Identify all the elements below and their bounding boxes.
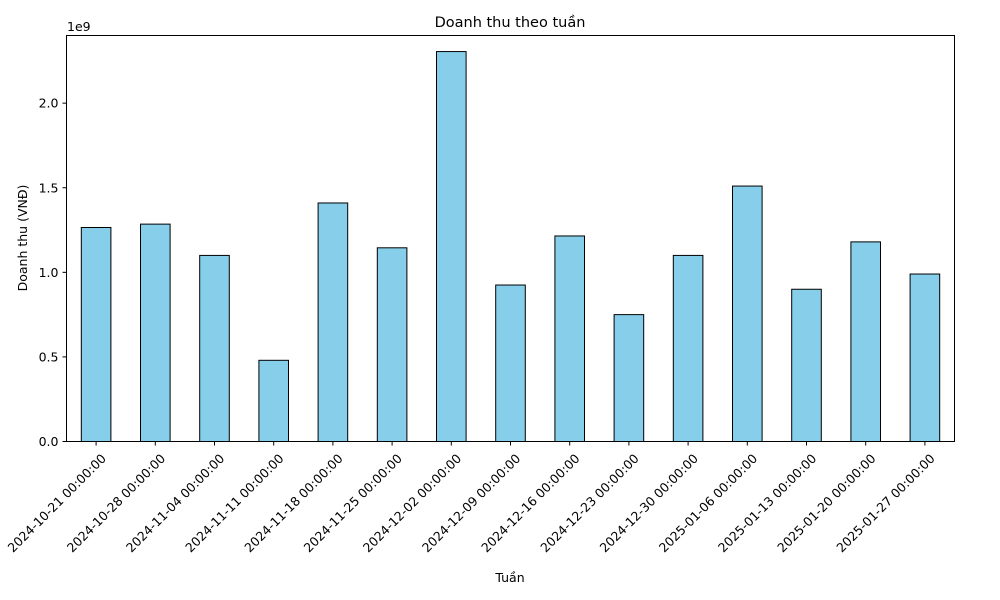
bar-11: [732, 185, 763, 442]
y-axis-label: Doanh thu (VNĐ): [15, 185, 30, 292]
bar-3: [258, 359, 289, 442]
bar-5: [376, 247, 408, 442]
bar-9: [613, 314, 645, 442]
y-tick-label-2: 1.0: [39, 265, 59, 280]
x-tick-label-3: 2024-11-11 00:00:00: [182, 451, 287, 556]
x-tick-label-8: 2024-12-16 00:00:00: [478, 451, 583, 556]
x-tick-label-13: 2025-01-20 00:00:00: [774, 451, 879, 556]
x-tick-label-9: 2024-12-23 00:00:00: [537, 451, 642, 556]
x-tick-label-4: 2024-11-18 00:00:00: [241, 451, 346, 556]
x-tick-label-14: 2025-01-27 00:00:00: [833, 451, 938, 556]
x-tick-label-12: 2025-01-13 00:00:00: [715, 451, 820, 556]
bars-group: [80, 51, 941, 443]
bar-10: [672, 254, 704, 442]
chart-title: Doanh thu theo tuần: [435, 15, 586, 31]
bar-8: [554, 235, 586, 442]
x-tick-label-2: 2024-11-04 00:00:00: [123, 451, 228, 556]
y-tick-label-4: 2.0: [39, 96, 59, 111]
y-axis-ticks: 0.0 0.5 1.0 1.5 2.0: [39, 96, 67, 449]
x-tick-label-0: 2024-10-21 00:00:00: [5, 451, 110, 556]
x-tick-label-6: 2024-12-02 00:00:00: [360, 451, 465, 556]
x-tick-label-10: 2024-12-30 00:00:00: [597, 451, 702, 556]
bar-14: [909, 273, 941, 442]
bar-1: [140, 223, 171, 442]
x-tick-label-1: 2024-10-28 00:00:00: [64, 451, 169, 556]
bar-12: [791, 288, 822, 442]
x-tick-label-5: 2024-11-25 00:00:00: [301, 451, 406, 556]
bar-7: [495, 284, 526, 443]
y-tick-label-3: 1.5: [39, 180, 59, 195]
x-tick-label-11: 2025-01-06 00:00:00: [656, 451, 761, 556]
y-tick-label-0: 0.0: [39, 434, 59, 449]
bar-6: [436, 51, 467, 443]
plot-frame: [66, 35, 955, 442]
bar-13: [850, 241, 882, 442]
bar-4: [317, 202, 349, 442]
y-axis-offset-label: 1e9: [67, 19, 91, 34]
x-axis-label: Tuần: [494, 570, 524, 585]
y-tick-label-1: 0.5: [39, 349, 59, 364]
x-tick-label-7: 2024-12-09 00:00:00: [419, 451, 524, 556]
bar-0: [80, 227, 112, 442]
bar-2: [199, 254, 230, 442]
